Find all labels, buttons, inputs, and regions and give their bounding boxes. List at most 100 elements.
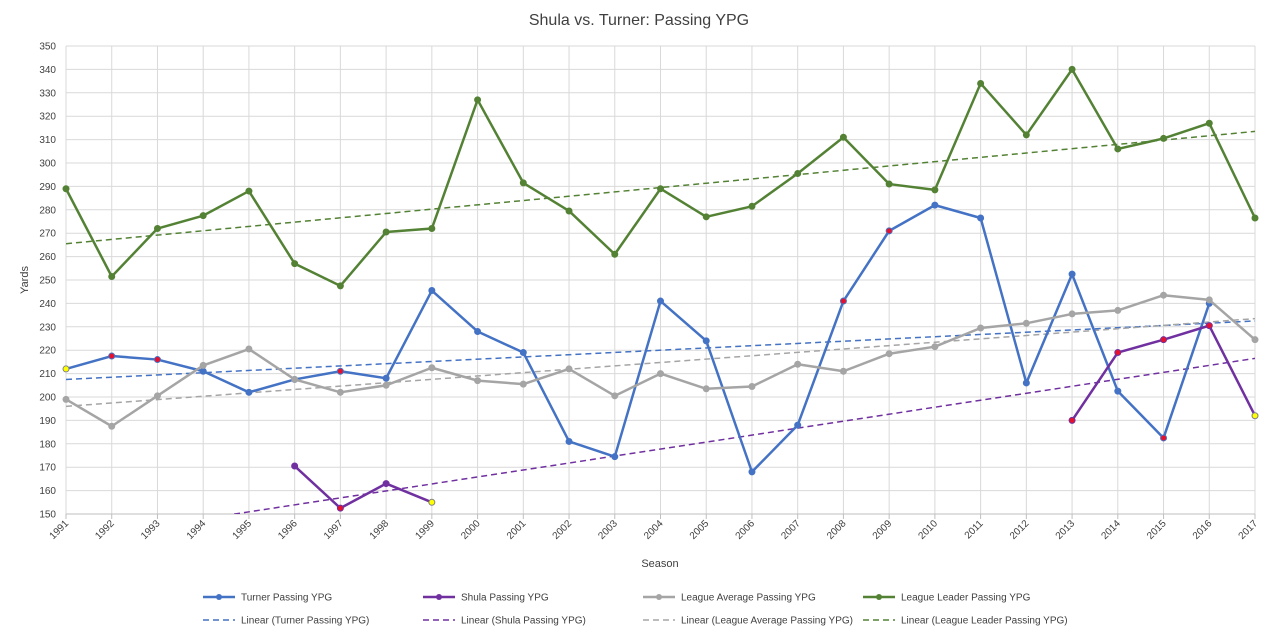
- data-point: [336, 367, 344, 375]
- data-point: [1205, 119, 1213, 127]
- data-point: [702, 337, 710, 345]
- data-point: [885, 350, 893, 358]
- trendline: [66, 317, 1255, 408]
- trendline: [66, 130, 1255, 245]
- data-point: [1205, 322, 1213, 330]
- data-point: [336, 388, 344, 396]
- data-point: [382, 228, 390, 236]
- data-point: [748, 468, 756, 476]
- data-point: [839, 133, 847, 141]
- data-point: [565, 207, 573, 215]
- x-tick-label: 2012: [1008, 518, 1032, 542]
- data-point: [428, 225, 436, 233]
- data-point: [336, 504, 344, 512]
- legend-trend-label: Linear (League Average Passing YPG): [681, 616, 853, 627]
- data-point: [1068, 65, 1076, 73]
- data-point: [1114, 145, 1122, 153]
- y-tick-label: 240: [39, 299, 56, 310]
- x-tick-label: 2003: [596, 518, 620, 542]
- x-tick-label: 1999: [413, 518, 437, 542]
- data-point: [1022, 319, 1030, 327]
- y-tick-label: 270: [39, 229, 56, 240]
- data-point: [1160, 434, 1168, 442]
- x-tick-label: 1991: [48, 518, 72, 542]
- legend-label: League Leader Passing YPG: [901, 593, 1031, 604]
- y-tick-label: 350: [39, 42, 56, 53]
- data-point: [153, 225, 161, 233]
- x-axis-label: Season: [641, 558, 678, 570]
- x-tick-label: 2016: [1191, 518, 1215, 542]
- data-point: [565, 365, 573, 373]
- data-point: [1205, 296, 1213, 304]
- data-point: [519, 179, 527, 187]
- data-point: [1022, 131, 1030, 139]
- data-point: [382, 480, 390, 488]
- data-point: [245, 187, 253, 195]
- x-tick-label: 2017: [1237, 518, 1261, 542]
- y-tick-label: 190: [39, 416, 56, 427]
- data-point: [977, 79, 985, 87]
- y-axis-ticks: 150 160 170 180 190 200 210 220 230 240 250 260 270 2…: [39, 42, 56, 521]
- trendline: [229, 357, 1255, 514]
- series-line: [65, 203, 1211, 474]
- y-tick-label: 320: [39, 112, 56, 123]
- data-point: [153, 392, 161, 400]
- data-point: [611, 453, 619, 461]
- y-tick-label: 150: [39, 510, 56, 521]
- data-point: [1114, 306, 1122, 314]
- data-point: [474, 377, 482, 385]
- data-point: [931, 343, 939, 351]
- series-group: [62, 291, 1259, 430]
- x-tick-label: 1996: [276, 518, 300, 542]
- y-tick-label: 260: [39, 252, 56, 263]
- data-point: [62, 365, 70, 373]
- data-point: [1251, 336, 1259, 344]
- data-point: [245, 388, 253, 396]
- data-point: [199, 367, 207, 375]
- data-point: [657, 370, 664, 378]
- data-point: [611, 392, 619, 400]
- data-point: [839, 297, 847, 305]
- y-tick-label: 210: [39, 369, 56, 380]
- data-point: [748, 382, 756, 390]
- x-tick-label: 2009: [871, 518, 895, 542]
- data-point: [245, 345, 253, 353]
- data-point: [291, 260, 299, 268]
- data-point: [428, 498, 436, 506]
- legend-label: Turner Passing YPG: [241, 593, 332, 604]
- data-point: [1114, 387, 1122, 395]
- series-group: [291, 322, 1259, 512]
- data-point: [108, 272, 116, 280]
- data-point: [474, 327, 482, 335]
- data-point: [428, 287, 436, 295]
- x-tick-label: 2013: [1054, 518, 1078, 542]
- x-tick-label: 2008: [825, 518, 849, 542]
- legend-trend-label: Linear (Turner Passing YPG): [241, 616, 369, 627]
- x-tick-label: 2007: [779, 518, 803, 542]
- legend: Turner Passing YPG Shula Passing YPG Leagu…: [203, 593, 1068, 627]
- data-point: [794, 170, 802, 178]
- legend-marker: [876, 594, 882, 600]
- y-tick-label: 330: [39, 88, 56, 99]
- data-point: [382, 381, 390, 389]
- data-point: [611, 250, 619, 258]
- x-tick-label: 1992: [93, 518, 117, 542]
- trendline: [66, 320, 1255, 381]
- x-axis-ticks: 1991 1992 1993 1994 1995 1996 1997 1998 1999 2000…: [48, 514, 1261, 542]
- data-point: [794, 421, 802, 429]
- y-tick-label: 340: [39, 65, 56, 76]
- y-tick-label: 220: [39, 346, 56, 357]
- legend-marker: [436, 594, 442, 600]
- y-tick-label: 250: [39, 276, 56, 287]
- x-tick-label: 1997: [322, 518, 346, 542]
- data-point: [336, 282, 344, 290]
- x-tick-label: 1998: [368, 518, 392, 542]
- gridlines: [65, 45, 1256, 515]
- legend-marker: [656, 594, 662, 600]
- data-point: [885, 227, 893, 235]
- x-tick-label: 2005: [688, 518, 712, 542]
- x-tick-label: 1994: [185, 518, 209, 542]
- x-tick-label: 1995: [231, 518, 255, 542]
- data-point: [153, 356, 161, 364]
- data-point: [291, 462, 299, 470]
